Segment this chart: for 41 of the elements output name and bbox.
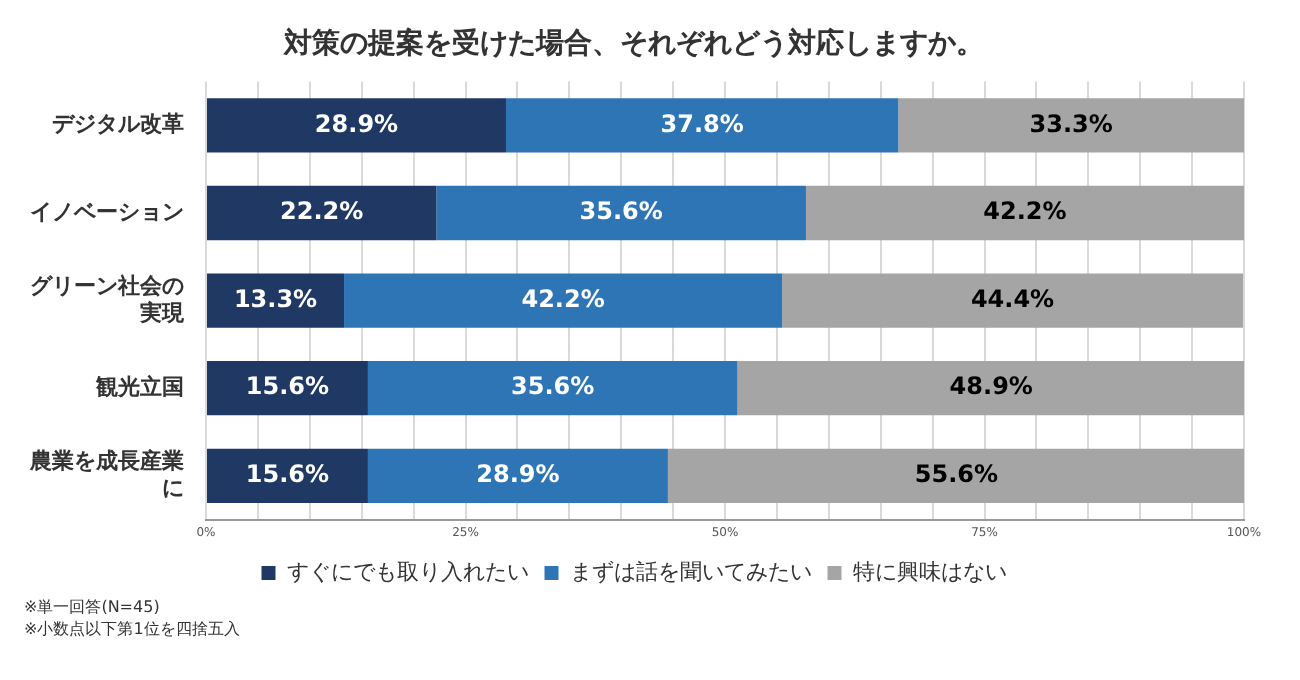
- data-label: 15.6%: [245, 372, 330, 401]
- bar: [367, 361, 738, 416]
- bar: [737, 361, 1244, 416]
- y-tick-label: イノベーション: [30, 198, 184, 225]
- y-tick-label: グリーン社会の実現: [30, 273, 186, 326]
- bar: [207, 185, 437, 241]
- legend-label: 特に興味はない: [852, 558, 1007, 585]
- legend-label: まずは話を聞いてみたい: [569, 558, 812, 585]
- text: ※小数点以下第1位を四捨五入: [24, 618, 240, 640]
- data-label: 55.6%: [914, 460, 999, 489]
- data-label: 42.2%: [983, 197, 1067, 226]
- bar: [436, 185, 806, 241]
- bar: [782, 273, 1243, 328]
- data-label: 42.2%: [521, 284, 605, 313]
- y-tick-label: 観光立国: [94, 373, 184, 400]
- legend-label: すぐにでも取り入れたい: [286, 558, 529, 585]
- bar: [898, 98, 1244, 153]
- data-label: 35.6%: [579, 197, 663, 226]
- data-label: 28.9%: [314, 109, 399, 138]
- data-label: 44.4%: [970, 284, 1055, 313]
- data-label: 15.6%: [245, 460, 330, 489]
- bar: [207, 273, 345, 328]
- data-label: 37.8%: [660, 109, 744, 138]
- bar: [207, 361, 368, 416]
- data-label: 22.2%: [280, 197, 364, 226]
- text: ※単一回答(N=45): [24, 596, 162, 618]
- bar: [367, 448, 668, 503]
- bar: [805, 185, 1244, 241]
- bar: [344, 273, 783, 328]
- bar: [207, 448, 368, 503]
- data-label: 35.6%: [511, 372, 595, 401]
- data-label: 28.9%: [476, 460, 560, 489]
- bar: [207, 98, 506, 153]
- chart-title: 対策の提案を受けた場合、それぞれどう対応しますか。: [282, 26, 984, 61]
- data-label: 33.3%: [1029, 109, 1113, 138]
- data-label: 13.3%: [233, 284, 318, 313]
- y-tick-label: 農業を成長産業に: [28, 448, 184, 501]
- bar: [505, 98, 899, 153]
- y-tick-label: デジタル改革: [52, 111, 184, 138]
- bar: [667, 448, 1244, 503]
- data-label: 48.9%: [949, 372, 1033, 401]
